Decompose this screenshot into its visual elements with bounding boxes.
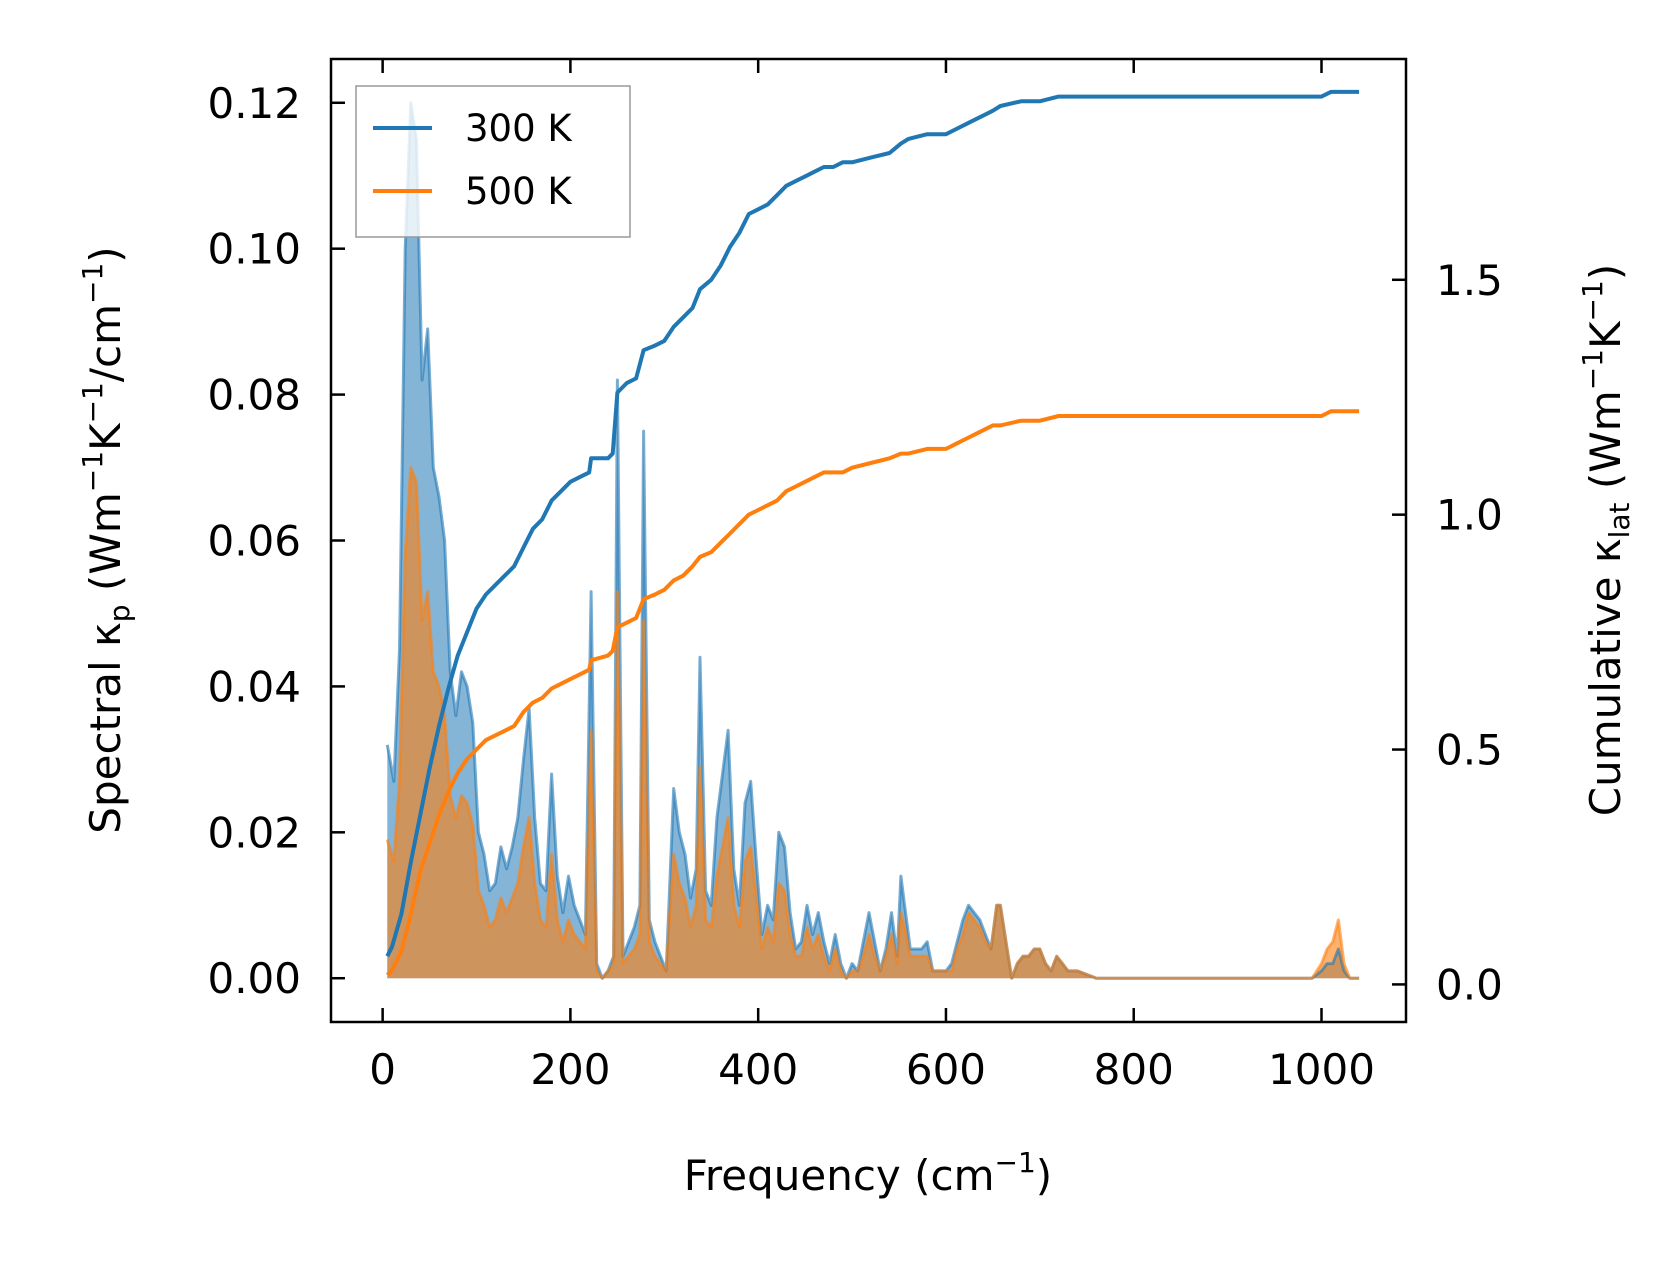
y-axis-right-title: Cumulative κlat (Wm−1K−1)	[1576, 264, 1636, 816]
spectral-lines	[385, 101, 1360, 980]
y-left-tick-label: 0.10	[207, 225, 301, 274]
cumulative-lines	[385, 89, 1360, 977]
y-right-tick-label: 1.5	[1436, 256, 1503, 305]
spectral-line-500k	[385, 466, 1360, 980]
y-axis-left-title: Spectral κp (Wm−1K−1/cm−1)	[76, 246, 136, 833]
y-right-tick-label: 0.0	[1436, 960, 1503, 1009]
spectral-area-300k	[387, 102, 1360, 979]
legend-label-300k: 300 K	[465, 107, 573, 150]
cumulative-line-500k	[385, 409, 1360, 977]
legend-box	[355, 85, 631, 238]
y-left-tick-label: 0.06	[207, 517, 301, 566]
x-tick-label: 800	[1094, 1045, 1174, 1094]
y-right-tick-label: 1.0	[1436, 491, 1503, 540]
y-left-tick-label: 0.02	[207, 808, 301, 857]
x-tick-label: 400	[718, 1045, 798, 1094]
axis-ticks: 0 200 400 600 800 1000 0.00 0.02 0.04 0.06 0.08 0.1…	[207, 59, 1503, 1094]
legend-label-500k: 500 K	[465, 170, 573, 213]
y-left-tick-label: 0.04	[207, 662, 301, 711]
x-tick-label: 1000	[1268, 1045, 1375, 1094]
y-right-tick-label: 0.5	[1436, 726, 1503, 775]
y-left-tick-label: 0.12	[207, 79, 301, 128]
cumulative-line-300k	[385, 89, 1360, 958]
spectral-area-500k	[387, 467, 1360, 979]
x-axis-title: Frequency (cm−1)	[684, 1146, 1052, 1200]
y-left-tick-label: 0.08	[207, 371, 301, 420]
x-tick-label: 0	[369, 1045, 396, 1094]
legend: 300 K 500 K	[355, 85, 631, 238]
x-tick-label: 200	[530, 1045, 610, 1094]
spectral-areas	[387, 102, 1360, 979]
x-tick-label: 600	[906, 1045, 986, 1094]
y-left-tick-label: 0.00	[207, 954, 301, 1003]
